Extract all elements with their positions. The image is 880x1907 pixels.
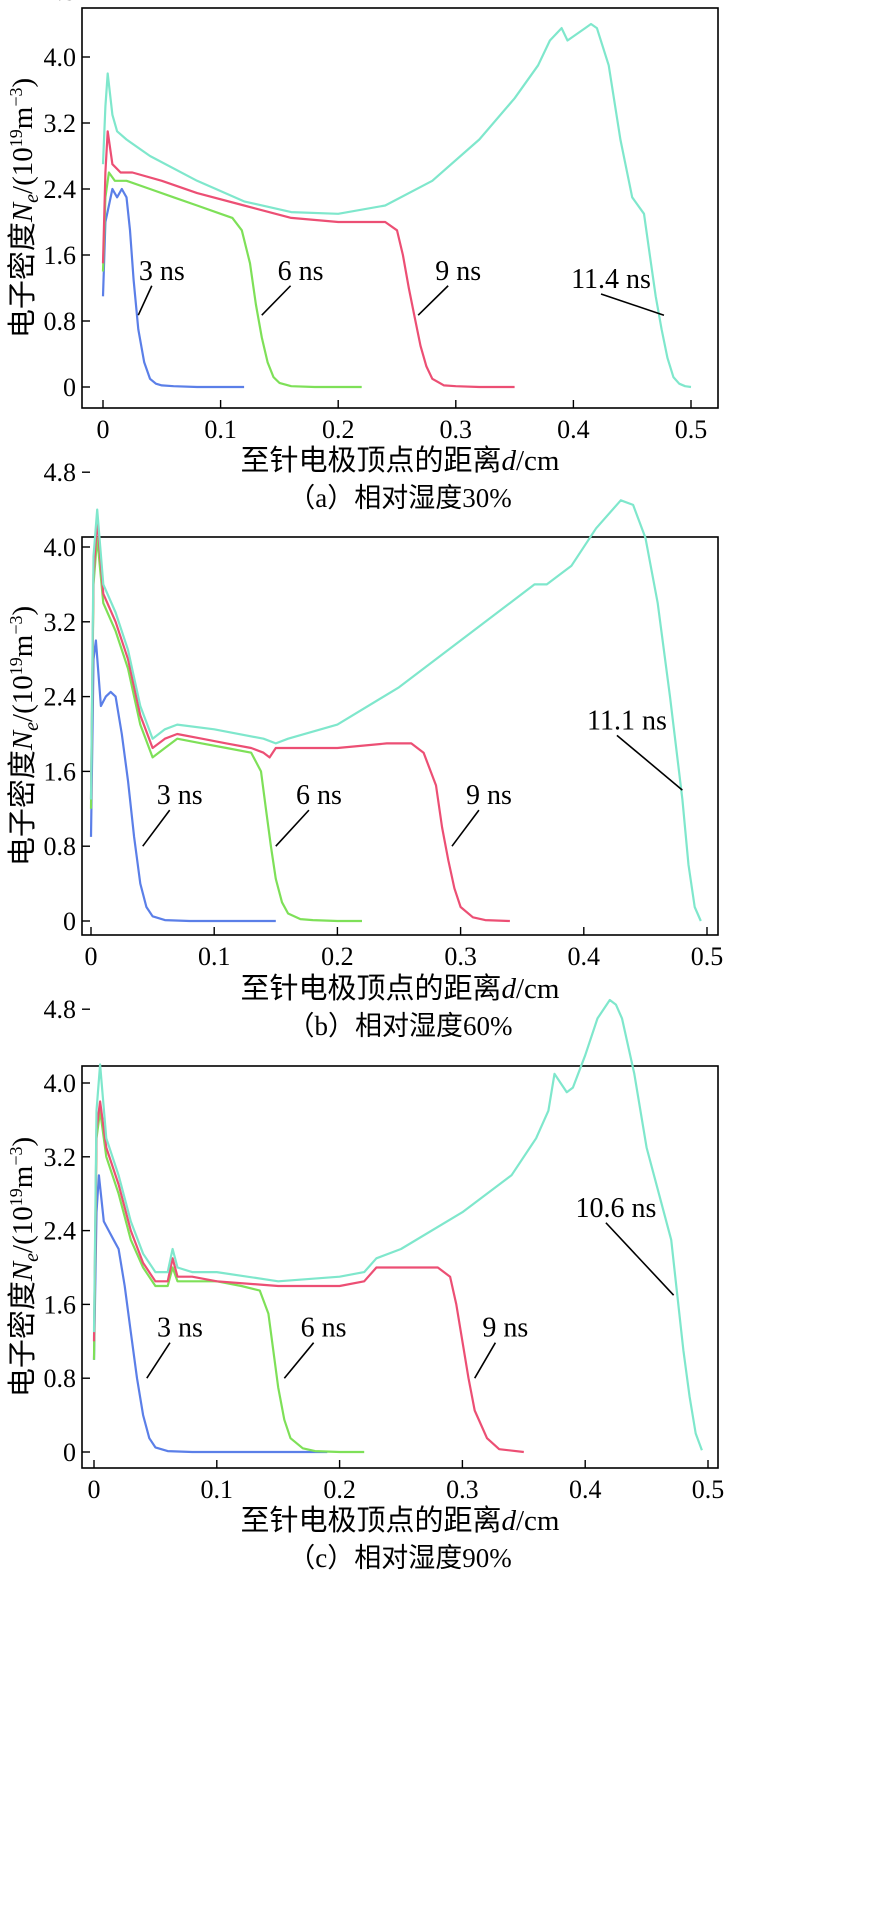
y-tick-label: 0.8 <box>44 832 77 861</box>
x-tick-label: 0.3 <box>446 1475 479 1504</box>
series-line-6-ns <box>89 536 362 923</box>
series-line-3-ns <box>89 639 276 923</box>
y-tick-label: 1.6 <box>44 241 77 270</box>
y-tick-label: 0.8 <box>44 1364 77 1393</box>
annotation-pointer <box>600 293 665 316</box>
annotation-pointer <box>142 809 171 847</box>
series-line-11-1-ns <box>89 499 702 922</box>
annotation-pointer <box>146 1342 171 1379</box>
series-line-11-4-ns <box>101 22 692 389</box>
y-tick-label: 4.0 <box>44 533 77 562</box>
annotation-pointer <box>417 285 449 316</box>
y-tick-label: 3.2 <box>44 109 77 138</box>
y-tick-label: 4.0 <box>44 43 77 72</box>
y-tick-label: 4.8 <box>44 458 77 487</box>
y-axis-label: 电子密度Ne/(1019m−3) <box>6 1137 43 1397</box>
y-tick-label: 0.8 <box>44 307 77 336</box>
x-axis-label: 至针电极顶点的距离d/cm <box>240 972 559 1005</box>
series-line-3-ns <box>101 187 245 389</box>
x-tick-label: 0 <box>85 942 98 971</box>
x-tick-label: 0.1 <box>198 942 231 971</box>
series-label: 10.6 ns <box>575 1193 656 1224</box>
y-axis-label: 电子密度Ne/(1019m−3) <box>6 78 43 338</box>
series-label: 11.4 ns <box>571 264 651 295</box>
y-axis-label: 电子密度Ne/(1019m−3) <box>6 606 43 866</box>
annotation-pointer <box>261 285 292 316</box>
annotation-pointer <box>275 809 310 847</box>
series-label: 9 ns <box>482 1313 528 1344</box>
y-tick-label: 0 <box>63 1438 76 1467</box>
series-label: 3 ns <box>157 1313 203 1344</box>
chart-panel-c: 0 0.8 1.6 2.4 3.2 4.0 4.8 0 0.1 0.2 0.3 0.4 0.5 3 ns 6… <box>6 995 724 1573</box>
annotation-pointer <box>283 1342 315 1379</box>
annotation-pointer <box>473 1342 497 1379</box>
series-line-10-6-ns <box>92 998 703 1451</box>
series-line-3-ns <box>92 1174 328 1454</box>
panel-caption: （b）相对湿度60% <box>288 1011 513 1041</box>
x-tick-label: 0.2 <box>321 942 354 971</box>
series-line-9-ns <box>101 130 515 389</box>
series-label: 3 ns <box>139 256 185 287</box>
x-tick-label: 0.5 <box>675 415 708 444</box>
y-tick-label: 2.4 <box>44 683 77 712</box>
chart-panel-b: 0 0.8 1.6 2.4 3.2 4.0 4.8 0 0.1 0.2 0.3 0.4 0.5 3 ns 6… <box>6 458 723 1041</box>
annotation-pointer <box>451 809 480 847</box>
annotation-pointer <box>137 285 153 316</box>
y-tick-label: 1.6 <box>44 757 77 786</box>
series-label: 11.1 ns <box>587 705 667 736</box>
y-tick-label: 4.8 <box>44 995 77 1024</box>
x-axis-label: 至针电极顶点的距离d/cm <box>240 1504 559 1537</box>
annotation-pointer <box>605 1222 675 1296</box>
x-tick-label: 0.4 <box>569 1475 602 1504</box>
series-line-9-ns <box>92 1100 524 1454</box>
y-tick-label: 0 <box>63 373 76 402</box>
x-tick-label: 0.1 <box>204 415 237 444</box>
y-tick-label: 2.4 <box>44 1217 77 1246</box>
series-label: 6 ns <box>301 1313 347 1344</box>
plot-frame <box>81 1065 719 1469</box>
series-label: 9 ns <box>466 780 512 811</box>
y-tick-label: 2.4 <box>44 175 77 204</box>
series-label: 3 ns <box>157 780 203 811</box>
x-tick-label: 0.2 <box>322 415 355 444</box>
y-tick-label: 3.2 <box>44 608 77 637</box>
x-tick-label: 0 <box>97 415 110 444</box>
x-tick-label: 0.4 <box>557 415 590 444</box>
panel-caption: （a）相对湿度30% <box>288 483 511 513</box>
x-tick-label: 0 <box>88 1475 101 1504</box>
x-tick-label: 0.5 <box>691 942 724 971</box>
y-tick-label: 1.6 <box>44 1290 77 1319</box>
annotation-pointer <box>616 734 683 791</box>
series-label: 9 ns <box>435 256 481 287</box>
series-line-9-ns <box>89 517 510 923</box>
chart-panel-a: 0 0.8 1.6 2.4 3.2 4.0 4.8 0 0.1 0.2 0.3 0.4 0.5 3 ns 6… <box>6 0 719 513</box>
x-tick-label: 0.1 <box>201 1475 234 1504</box>
x-axis-label: 至针电极顶点的距离d/cm <box>240 444 559 477</box>
y-tick-label: 4.0 <box>44 1069 77 1098</box>
x-tick-label: 0.5 <box>692 1475 725 1504</box>
plot-frame <box>81 7 719 409</box>
x-tick-label: 0.2 <box>323 1475 356 1504</box>
x-tick-label: 0.3 <box>440 415 473 444</box>
series-line-6-ns <box>92 1109 365 1454</box>
plot-frame <box>81 536 719 936</box>
y-tick-label: 4.8 <box>44 0 77 6</box>
series-label: 6 ns <box>296 780 342 811</box>
panel-caption: （c）相对湿度90% <box>288 1543 511 1573</box>
y-tick-label: 0 <box>63 907 76 936</box>
x-tick-label: 0.4 <box>568 942 601 971</box>
series-line-6-ns <box>101 171 362 389</box>
x-tick-label: 0.3 <box>444 942 477 971</box>
series-label: 6 ns <box>278 256 324 287</box>
y-tick-label: 3.2 <box>44 1143 77 1172</box>
